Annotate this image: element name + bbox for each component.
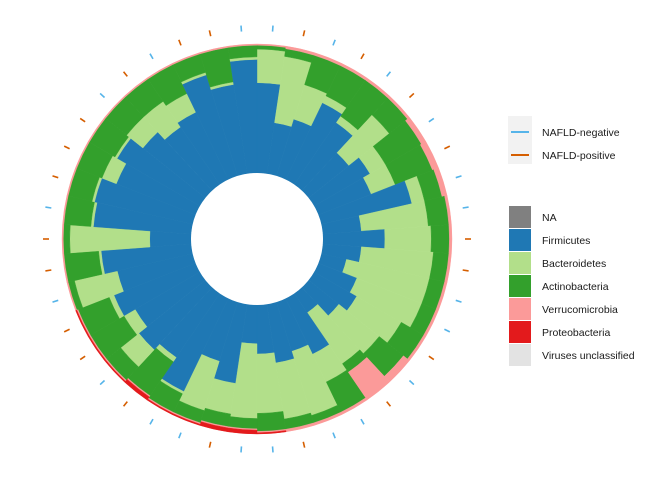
bar-segment-actinobacteria bbox=[228, 416, 258, 430]
group-tick-negative bbox=[332, 432, 336, 439]
group-tick-negative bbox=[178, 432, 182, 439]
legend-key-na bbox=[509, 206, 531, 228]
bar-segment-bacteroidetes bbox=[384, 225, 432, 253]
group-tick-positive bbox=[178, 39, 182, 46]
group-tick-positive bbox=[208, 441, 212, 448]
group-tick-negative bbox=[455, 175, 462, 179]
legend-label-viruses: Viruses unclassified bbox=[542, 350, 635, 362]
group-tick-positive bbox=[79, 355, 86, 361]
group-tick-positive bbox=[428, 355, 435, 361]
legend-label-proteobacteria: Proteobacteria bbox=[542, 327, 610, 339]
group-legend: NAFLD-negative NAFLD-positive bbox=[508, 116, 620, 164]
bar-segment-verrucomicrobia bbox=[448, 224, 453, 254]
group-tick-positive bbox=[208, 30, 212, 37]
group-ticks-layer bbox=[43, 25, 471, 453]
group-tick-positive bbox=[52, 175, 59, 179]
group-tick-positive bbox=[302, 441, 306, 448]
group-tick-negative bbox=[149, 53, 154, 60]
legend-key-proteobacteria bbox=[509, 321, 531, 343]
group-tick-negative bbox=[332, 39, 336, 46]
group-tick-positive bbox=[408, 92, 415, 99]
bar-segment-actinobacteria bbox=[256, 411, 286, 432]
group-tick-positive bbox=[462, 269, 469, 272]
legend-key-firmicutes bbox=[509, 229, 531, 251]
group-tick-positive bbox=[444, 145, 451, 150]
legend-key-verrucomicrobia bbox=[509, 298, 531, 320]
legend-label-firmicutes: Firmicutes bbox=[542, 235, 590, 247]
group-tick-negative bbox=[444, 328, 451, 333]
legend-key-actinobacteria bbox=[509, 275, 531, 297]
bar-segment-verrucomicrobia bbox=[227, 43, 258, 48]
group-tick-negative bbox=[386, 71, 392, 77]
inner-hole bbox=[191, 173, 323, 305]
bar-segment-actinobacteria bbox=[424, 195, 450, 227]
group-tick-positive bbox=[122, 71, 128, 77]
bars-layer bbox=[61, 43, 453, 435]
group-legend-bg bbox=[508, 116, 532, 164]
group-tick-positive bbox=[79, 117, 86, 123]
group-tick-positive bbox=[122, 401, 128, 407]
group-tick-negative bbox=[408, 379, 415, 386]
taxa-legend: NA Firmicutes Bacteroidetes Actinobacter… bbox=[509, 206, 635, 366]
group-tick-negative bbox=[99, 379, 106, 386]
legend-label-actinobacteria: Actinobacteria bbox=[542, 281, 609, 293]
legend-label-positive: NAFLD-positive bbox=[542, 150, 616, 162]
bar-segment-actinobacteria bbox=[430, 224, 450, 254]
group-tick-negative bbox=[360, 418, 365, 425]
bar-segment-actinobacteria bbox=[227, 45, 258, 60]
legend-key-viruses bbox=[509, 344, 531, 366]
group-tick-negative bbox=[99, 92, 106, 99]
group-tick-positive bbox=[63, 145, 70, 150]
legend-label-verrucomicrobia: Verrucomicrobia bbox=[542, 304, 618, 316]
group-tick-negative bbox=[52, 299, 59, 303]
group-tick-positive bbox=[63, 328, 70, 333]
group-tick-positive bbox=[302, 30, 306, 37]
group-tick-positive bbox=[360, 53, 365, 60]
legend-label-na: NA bbox=[542, 212, 557, 224]
group-tick-negative bbox=[149, 418, 154, 425]
legend-label-negative: NAFLD-negative bbox=[542, 127, 620, 139]
group-tick-negative bbox=[462, 206, 469, 209]
group-tick-positive bbox=[45, 269, 52, 272]
bar-segment-actinobacteria bbox=[63, 224, 71, 254]
group-tick-positive bbox=[386, 401, 392, 407]
legend-label-bacteroidetes: Bacteroidetes bbox=[542, 258, 606, 270]
group-tick-negative bbox=[428, 117, 435, 123]
legend-key-bacteroidetes bbox=[509, 252, 531, 274]
group-tick-negative bbox=[45, 206, 52, 209]
group-tick-negative bbox=[455, 299, 462, 303]
